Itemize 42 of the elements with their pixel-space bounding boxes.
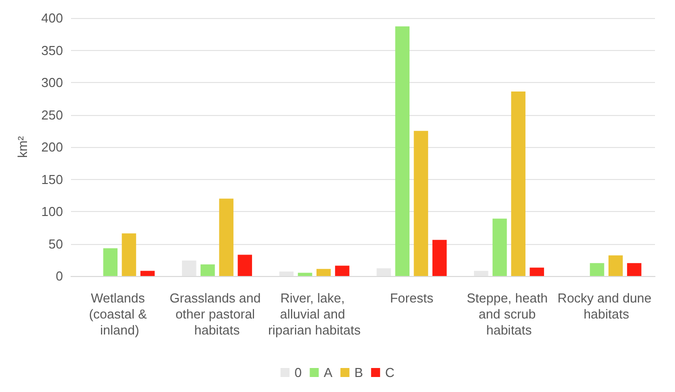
x-tick-label: Rocky and dune habitats <box>558 290 656 322</box>
legend-label: C <box>385 365 394 380</box>
bar <box>103 248 118 276</box>
x-tick-label: Forests <box>390 290 434 306</box>
y-tick-label: 400 <box>41 10 63 26</box>
y-tick-label: 150 <box>41 172 63 187</box>
bar <box>316 268 331 276</box>
y-tick-label: 300 <box>41 75 63 90</box>
y-tick-label: 50 <box>48 236 63 252</box>
x-tick-label: River, lake, alluvial and riparian habitats <box>268 290 362 338</box>
bar <box>590 263 604 276</box>
bar <box>335 266 350 276</box>
y-axis-title: km² <box>15 136 30 158</box>
bar <box>627 263 642 276</box>
bar <box>376 268 391 276</box>
bar <box>238 254 252 276</box>
bar <box>492 218 507 276</box>
y-tick-label: 350 <box>41 42 63 58</box>
bar <box>395 26 410 276</box>
bar <box>298 272 312 276</box>
x-tick-label: Wetlands (coastal & inland) <box>88 290 150 338</box>
x-tick-label: Grasslands and other pastoral habitats <box>170 290 264 338</box>
y-tick-label: 250 <box>41 107 63 122</box>
bar <box>511 92 526 276</box>
legend-label: B <box>354 365 364 380</box>
bar <box>122 233 136 276</box>
bar <box>140 270 155 276</box>
legend-label: 0 <box>294 365 302 380</box>
bar <box>279 271 294 276</box>
bar <box>530 268 544 276</box>
bar <box>182 260 196 276</box>
bar <box>219 198 234 276</box>
bar <box>432 240 447 276</box>
bar <box>608 255 623 276</box>
y-tick-label: 200 <box>41 140 63 154</box>
bar <box>474 270 488 276</box>
y-tick-label: 100 <box>41 204 63 219</box>
y-tick-label: 0 <box>56 268 63 284</box>
x-tick-label: Steppe, heath and scrub habitats <box>466 290 552 338</box>
bar <box>414 130 428 276</box>
legend-label: A <box>324 365 333 380</box>
bar <box>200 264 215 276</box>
